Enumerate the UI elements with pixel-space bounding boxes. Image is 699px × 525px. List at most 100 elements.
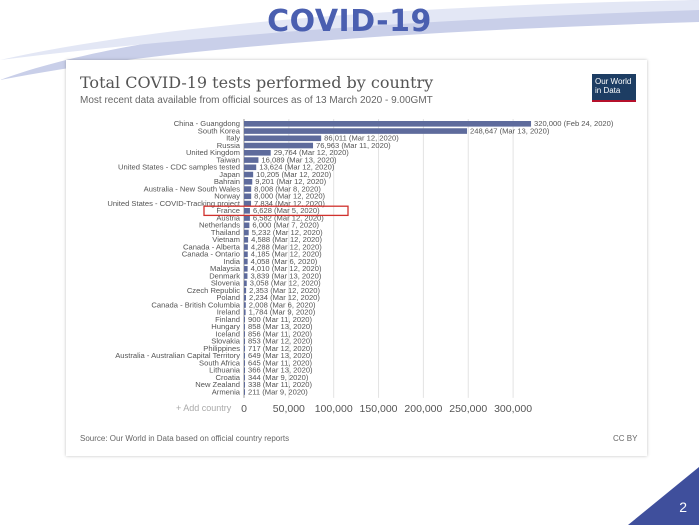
- bar: [244, 200, 252, 207]
- bar: [244, 237, 249, 243]
- value-label: 645 (Mar 11, 2020): [248, 358, 312, 367]
- category-label: Japan: [219, 170, 240, 179]
- category-label: South Africa: [199, 358, 241, 367]
- license-note: CC BY: [613, 434, 638, 443]
- bar: [244, 353, 245, 359]
- value-label: 344 (Mar 9, 2020): [248, 373, 309, 382]
- bar: [244, 164, 257, 171]
- category-label: Vietnam: [212, 235, 240, 244]
- slide-title: COVID-19: [267, 4, 432, 39]
- category-label: Austria: [216, 213, 240, 222]
- bar: [244, 244, 248, 250]
- bar: [244, 157, 259, 163]
- value-label: 6,000 (Mar 7, 2020): [252, 221, 319, 230]
- value-label: 211 (Mar 9, 2020): [248, 387, 308, 396]
- value-label: 338 (Mar 11, 2020): [248, 380, 312, 389]
- chart-subtitle: Most recent data available from official…: [80, 95, 433, 106]
- bar: [244, 171, 254, 178]
- value-label: 717 (Mar 12, 2020): [248, 344, 313, 353]
- category-label: Russia: [217, 141, 241, 150]
- value-label: 853 (Mar 12, 2020): [248, 337, 313, 346]
- value-label: 4,058 (Mar 6, 2020): [251, 257, 318, 266]
- bar: [244, 193, 252, 200]
- slide-corner-triangle: [628, 467, 699, 525]
- value-label: 900 (Mar 11, 2020): [248, 315, 312, 324]
- owid-logo[interactable]: Our World in Data: [592, 74, 636, 102]
- category-label: Croatia: [216, 373, 241, 382]
- value-label: 76,963 (Mar 11, 2020): [316, 141, 391, 150]
- bar: [244, 273, 248, 279]
- bar: [244, 345, 245, 352]
- bar: [244, 287, 247, 294]
- value-label: 858 (Mar 13, 2020): [248, 322, 313, 331]
- x-tick-label: 50,000: [273, 403, 305, 415]
- value-label: 320,000 (Feb 24, 2020): [534, 119, 614, 128]
- category-label: Bahrain: [214, 177, 240, 186]
- value-label: 3,058 (Mar 12, 2020): [250, 279, 321, 288]
- bar: [244, 251, 248, 258]
- category-label: South Korea: [198, 126, 241, 135]
- value-label: 366 (Mar 13, 2020): [248, 366, 313, 375]
- value-label: 649 (Mar 13, 2020): [248, 351, 313, 360]
- category-label: Australia - Australian Capital Territory: [115, 351, 240, 360]
- value-label: 10,205 (Mar 12, 2020): [256, 170, 332, 179]
- value-label: 2,234 (Mar 12, 2020): [249, 293, 320, 302]
- bar: [244, 258, 248, 265]
- x-tick-label: 250,000: [449, 403, 487, 415]
- x-tick-label: 300,000: [494, 403, 532, 415]
- bar: [244, 186, 252, 192]
- bar: [244, 280, 247, 287]
- page-number: 2: [679, 499, 687, 515]
- value-label: 3,839 (Mar 13, 2020): [250, 271, 321, 280]
- highlight-box: [203, 205, 349, 217]
- category-label: Australia - New South Wales: [144, 184, 241, 193]
- category-label: Netherlands: [199, 221, 240, 230]
- value-label: 248,647 (Mar 13, 2020): [470, 126, 550, 135]
- value-label: 86,011 (Mar 12, 2020): [324, 134, 399, 143]
- x-tick-label: 150,000: [360, 403, 398, 415]
- category-label: Czech Republic: [187, 286, 240, 295]
- value-label: 4,010 (Mar 12, 2020): [251, 264, 322, 273]
- value-label: 13,624 (Mar 12, 2020): [259, 163, 335, 172]
- category-label: China - Guangdong: [174, 119, 240, 128]
- value-label: 9,201 (Mar 12, 2020): [255, 177, 326, 186]
- value-label: 6,582 (Mar 12, 2020): [253, 213, 324, 222]
- bar: [244, 316, 245, 323]
- x-tick-label: 100,000: [315, 403, 353, 415]
- category-label: Canada - Ontario: [182, 250, 240, 259]
- value-label: 4,588 (Mar 12, 2020): [251, 235, 322, 244]
- source-note: Source: Our World in Data based on offic…: [80, 434, 290, 443]
- category-label: Ireland: [217, 308, 240, 317]
- bar: [244, 295, 247, 301]
- bar: [244, 208, 250, 214]
- bar: [244, 179, 253, 185]
- chart-panel: Total COVID-19 tests performed by countr…: [66, 60, 647, 456]
- logo-line-2: in Data: [595, 86, 621, 95]
- bar: [244, 229, 249, 236]
- value-label: 8,000 (Mar 12, 2020): [254, 192, 325, 201]
- value-label: 7,834 (Mar 12, 2020): [254, 199, 325, 208]
- category-label: United States - CDC samples tested: [118, 163, 240, 172]
- value-label: 4,185 (Mar 12, 2020): [251, 250, 322, 259]
- category-label: United States - COVID-Tracking project: [107, 199, 241, 208]
- category-label: Thailand: [211, 228, 240, 237]
- bar: [244, 222, 250, 229]
- category-label: Slovakia: [211, 337, 240, 346]
- category-label: United Kingdom: [186, 148, 240, 157]
- category-label: Poland: [216, 293, 240, 302]
- bar: [244, 215, 250, 221]
- category-label: France: [216, 206, 240, 215]
- category-label: Armenia: [212, 387, 241, 396]
- add-country-button[interactable]: + Add country: [176, 403, 232, 413]
- category-label: Slovenia: [211, 279, 241, 288]
- bar: [244, 266, 248, 272]
- bar: [244, 331, 245, 337]
- value-label: 2,353 (Mar 12, 2020): [249, 286, 320, 295]
- bar: [244, 360, 245, 366]
- chart-title: Total COVID-19 tests performed by countr…: [80, 73, 434, 92]
- bar: [244, 324, 245, 330]
- value-label: 856 (Mar 11, 2020): [248, 329, 312, 338]
- bar: [244, 135, 322, 142]
- bar: [244, 121, 532, 127]
